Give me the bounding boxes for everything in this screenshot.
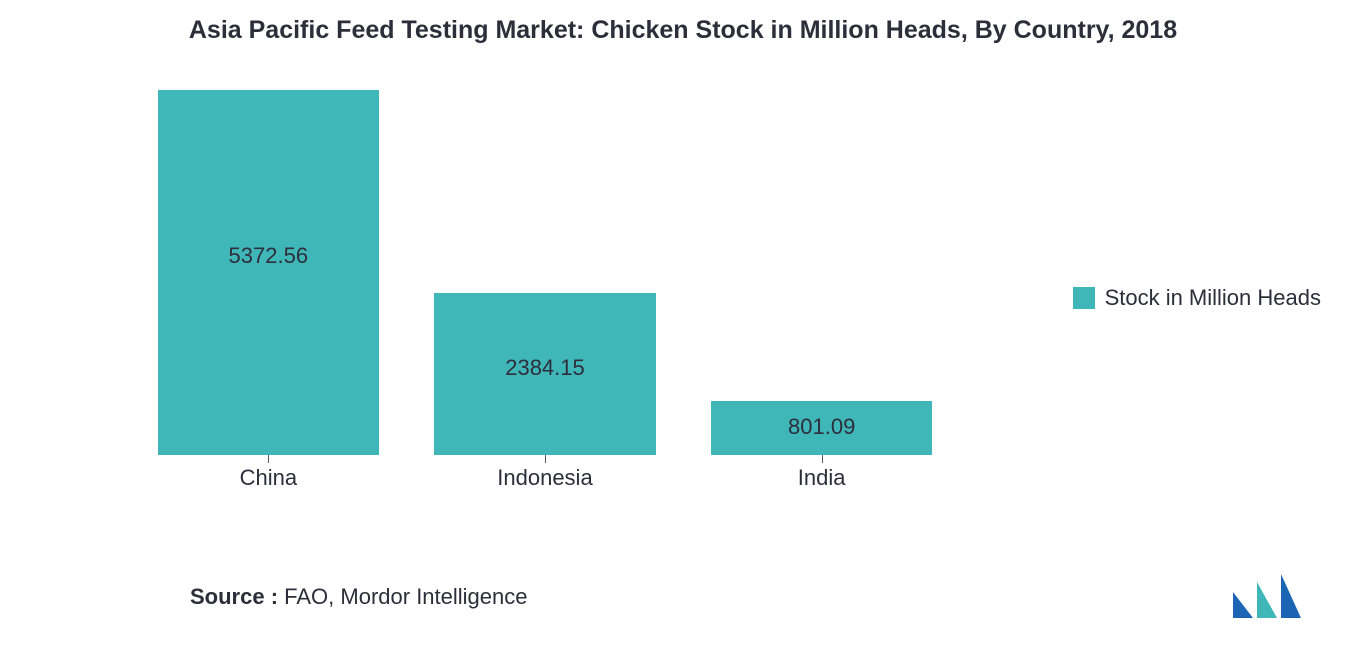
legend-label: Stock in Million Heads	[1105, 285, 1321, 311]
source-label: Source :	[190, 584, 278, 609]
legend: Stock in Million Heads	[1073, 285, 1321, 311]
x-tick	[268, 455, 269, 463]
bar-value-label: 2384.15	[434, 355, 655, 381]
source-line: Source : FAO, Mordor Intelligence	[190, 584, 528, 610]
x-category-label: Indonesia	[407, 465, 684, 491]
bar: 5372.56	[158, 90, 379, 455]
source-text: FAO, Mordor Intelligence	[284, 584, 527, 609]
chart-plot-area: 5372.56 2384.15 801.09	[130, 75, 960, 455]
bar-value-label: 5372.56	[158, 243, 379, 269]
legend-swatch	[1073, 287, 1095, 309]
chart-title: Asia Pacific Feed Testing Market: Chicke…	[0, 16, 1366, 45]
logo-bars	[1233, 574, 1301, 618]
brand-logo-icon	[1231, 574, 1311, 620]
bar: 801.09	[711, 401, 932, 455]
x-category-label: India	[683, 465, 960, 491]
bar-value-label: 801.09	[711, 414, 932, 440]
x-category-label: China	[130, 465, 407, 491]
x-tick	[822, 455, 823, 463]
x-tick	[545, 455, 546, 463]
bar: 2384.15	[434, 293, 655, 455]
